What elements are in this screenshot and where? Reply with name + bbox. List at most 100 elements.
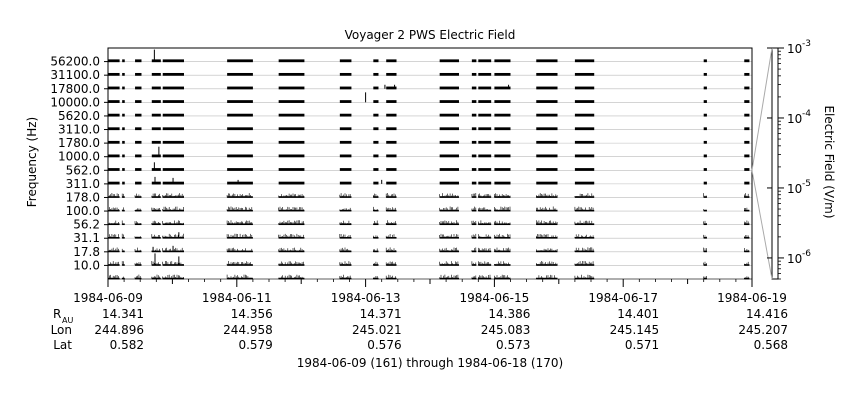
channel-data-band <box>339 100 352 103</box>
channel-noise-trace <box>226 274 253 279</box>
channel-noise-trace <box>373 276 378 279</box>
channel-data-band <box>135 277 142 280</box>
channel-data-band <box>151 264 161 266</box>
channel-data-band <box>478 100 492 103</box>
ephemeris-value: 244.958 <box>223 323 273 337</box>
y-tick-label: 10.0 <box>73 258 100 272</box>
ephemeris-value: 0.568 <box>754 338 788 352</box>
channel-data-band <box>227 100 253 103</box>
channel-data-band <box>471 140 477 144</box>
channel-noise-trace <box>162 274 184 279</box>
channel-data-band <box>108 127 120 131</box>
channel-noise-trace <box>385 220 396 225</box>
channel-data-band <box>703 72 707 76</box>
channel-data-band <box>108 223 120 226</box>
channel-noise-trace <box>536 248 558 252</box>
channel-data-band <box>471 196 477 198</box>
ephemeris-value: 245.207 <box>738 323 788 337</box>
channel-data-band <box>122 168 125 171</box>
channel-data-band <box>744 100 750 103</box>
channel-noise-trace <box>439 233 459 239</box>
channel-noise-trace <box>536 261 558 266</box>
channel-noise-trace <box>471 247 477 252</box>
ephemeris-value: 245.083 <box>481 323 531 337</box>
channel-noise-trace <box>385 234 396 239</box>
channel-data-band <box>339 168 352 171</box>
channel-data-band <box>744 59 750 63</box>
channel-data-band <box>135 100 142 103</box>
channel-data-band <box>494 113 511 117</box>
channel-data-band <box>703 59 707 63</box>
channel-data-band <box>574 223 595 226</box>
channel-data-band <box>373 86 379 90</box>
channel-data-band <box>439 113 459 117</box>
channel-data-band <box>108 86 120 90</box>
channel-data-band <box>478 113 492 117</box>
colorbar-tick-base: 10 <box>787 42 802 56</box>
channel-noise-trace <box>385 261 396 266</box>
channel-noise-trace <box>339 261 351 266</box>
channel-data-band <box>574 113 595 117</box>
channel-noise-trace <box>744 276 749 279</box>
channel-data-band <box>703 168 707 171</box>
channel-data-band <box>108 140 120 144</box>
channel-data-band <box>339 264 352 266</box>
channel-data-band <box>278 127 305 131</box>
channel-data-band <box>439 209 459 212</box>
channel-noise-trace <box>107 234 119 239</box>
y-tick-label: 17.8 <box>73 245 100 259</box>
channel-noise-trace <box>134 274 141 279</box>
channel-data-band <box>471 113 477 117</box>
channel-noise-trace <box>373 261 378 266</box>
channel-data-band <box>703 113 707 117</box>
ephemeris-row-label: Lat <box>53 338 72 352</box>
ephemeris-value: 245.021 <box>352 323 402 337</box>
channel-noise-trace <box>151 220 160 225</box>
channel-data-band <box>108 100 120 103</box>
channel-data-band <box>151 250 161 253</box>
channel-noise-trace <box>471 206 477 212</box>
channel-noise-trace <box>278 247 304 252</box>
ephemeris-row-label: R <box>53 307 61 321</box>
colorbar-tick-exponent: -4 <box>802 109 811 119</box>
channel-data-band <box>494 72 511 76</box>
channel-data-band <box>278 100 305 103</box>
channel-noise-trace <box>162 206 184 212</box>
channel-data-band <box>439 59 459 63</box>
y-tick-label: 3110.0 <box>58 123 100 137</box>
channel-data-band <box>227 154 253 158</box>
channel-noise-trace <box>439 193 459 198</box>
channel-data-band <box>536 154 558 158</box>
channel-data-band <box>227 113 253 117</box>
channel-data-band <box>151 168 161 171</box>
channel-data-band <box>135 59 142 63</box>
channel-data-band <box>227 72 253 76</box>
ephemeris-value: 0.579 <box>238 338 272 352</box>
channel-data-band <box>227 140 253 144</box>
channel-noise-trace <box>107 261 119 266</box>
channel-data-band <box>386 100 397 103</box>
x-axis-label: 1984-06-09 (161) through 1984-06-18 (170… <box>297 356 563 370</box>
channel-data-band <box>574 59 595 63</box>
ephemeris-value: 0.582 <box>110 338 144 352</box>
channel-data-band <box>339 237 352 239</box>
channel-data-band <box>703 250 707 253</box>
channel-data-band <box>574 154 595 158</box>
channel-noise-trace <box>471 233 477 239</box>
channel-noise-trace <box>162 193 184 198</box>
channel-data-band <box>339 277 352 280</box>
y-tick-label: 56200.0 <box>50 55 100 69</box>
ephemeris-value: 244.896 <box>94 323 144 337</box>
channel-noise-trace <box>494 220 511 225</box>
ephemeris-value: 0.573 <box>496 338 530 352</box>
channel-noise-trace <box>703 234 707 239</box>
channel-data-band <box>339 223 352 226</box>
colorbar-tick-exponent: -6 <box>802 249 811 259</box>
channel-data-band <box>478 168 492 171</box>
channel-data-band <box>478 181 492 185</box>
channel-data-band <box>108 196 120 198</box>
ephemeris-value: 14.401 <box>617 307 659 321</box>
channel-data-band <box>386 127 397 131</box>
channel-data-band <box>744 72 750 76</box>
channel-noise-trace <box>703 276 707 279</box>
